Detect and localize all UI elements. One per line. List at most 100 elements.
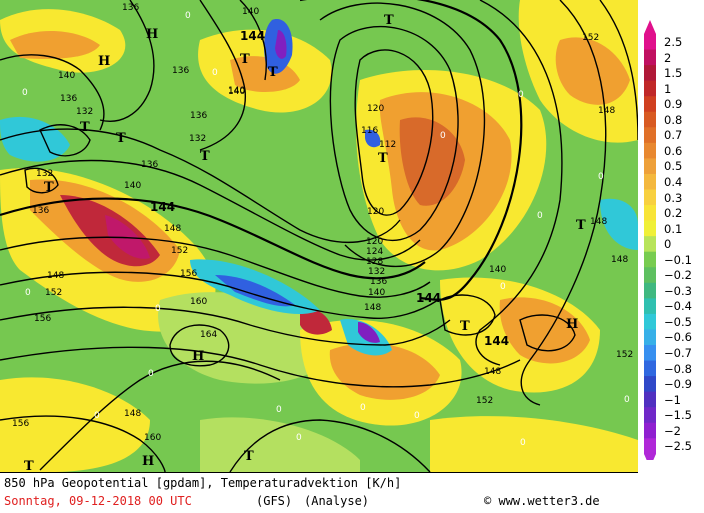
contour-line [599,0,638,141]
legend-label: 2 [664,50,672,65]
contour-label: 136 [32,206,49,216]
contour-label: 140 [228,86,245,96]
contour-line [475,0,563,366]
cold-advection-area [0,116,70,162]
legend-swatch [644,251,656,268]
cold-advection-area [358,322,380,343]
contour-label: 152 [582,33,599,43]
contour-line [0,271,439,320]
low-pressure-label: T [24,459,34,472]
low-pressure-label: T [460,319,470,334]
contour-line [239,0,267,81]
geopotential-contours [0,0,638,472]
contour-label: 152 [45,288,62,298]
legend-swatch [644,376,656,393]
copyright-text: www.wetter3.de [498,494,600,508]
zero-label: 0 [155,304,161,314]
contour-label: 160 [190,297,207,307]
low-pressure-label: T [384,13,394,28]
contour-label: 120 [367,207,384,217]
warm-advection-area [430,416,638,472]
legend-arrow-down [644,453,656,460]
legend-label: 0.8 [664,112,683,127]
legend-swatch [644,407,656,424]
warm-advection-area [105,215,150,259]
legend-swatch [644,282,656,299]
legend-label: 1 [664,81,672,96]
legend-label: 0.9 [664,97,683,112]
analysis-label: (Analyse) [304,494,370,508]
low-pressure-label: T [80,120,90,135]
low-pressure-label: T [116,131,126,146]
contour-label: 120 [366,237,383,247]
legend-label: −0.2 [664,268,692,283]
zero-label: 0 [296,433,302,443]
legend-label: 0.2 [664,206,683,221]
legend-swatch [644,205,656,222]
legend-label: 1.5 [664,66,683,81]
legend-swatch [644,298,656,315]
contour-label: 148 [611,255,628,265]
zero-label: 0 [520,438,526,448]
legend-swatch [644,189,656,206]
legend-swatch [644,345,656,362]
legend-label: 0.5 [664,159,683,174]
contour-label: 136 [190,111,207,121]
warm-advection-area [399,117,465,206]
contour-line [24,167,59,194]
legend-label: 2.5 [664,35,683,49]
contour-label: 136 [60,94,77,104]
contour-label: 136 [172,66,189,76]
zero-label: 0 [360,403,366,413]
contour-line [329,25,459,241]
contour-label: 132 [36,169,53,179]
contour-line [229,419,431,472]
contour-label: 156 [12,419,29,429]
forecast-date: Sonntag, 09-12-2018 00 UTC [4,494,192,508]
contour-label: 136 [141,160,158,170]
legend-label: −0.9 [664,377,692,392]
legend-swatch [644,360,656,377]
model-name: (GFS) [256,494,293,508]
zero-label: 0 [624,395,630,405]
low-pressure-label: T [244,449,254,464]
contour-label: 136 [370,277,387,287]
low-pressure-label: T [200,149,210,164]
contour-line [319,2,486,268]
contour-label: 148 [164,224,181,234]
advection-field [0,0,638,472]
contour-line [520,0,607,406]
legend-label: −1 [664,392,681,407]
legend-swatch [644,391,656,408]
zero-label: 0 [440,131,446,141]
legend-arrow-up [644,20,656,34]
contour-line [354,49,434,216]
zero-label: 0 [148,369,154,379]
color-legend: 2.5 2 1.5 1 0.9 0.8 0.7 0.6 0.5 0.4 0.3 0.2 0.1 0 −0.1… [638,0,704,513]
zero-label: 0 [500,282,506,292]
contour-label: 148 [364,303,381,313]
contour-line [519,314,576,352]
zero-label: 0 [185,11,191,21]
map-footer: 850 hPa Geopotential [gpdam], Temperatur… [0,472,638,513]
contour-label: 120 [367,104,384,114]
legend-swatch [644,236,656,253]
high-pressure-label: H [192,349,204,364]
cold-advection-area [275,30,287,59]
contour-line [0,54,105,131]
legend-swatch [644,173,656,190]
zero-label: 0 [25,288,31,298]
legend-swatch [644,438,656,455]
contour-line [199,0,246,151]
contour-label: 144 [416,291,441,305]
contour-label: 128 [366,257,383,267]
legend-swatch [644,127,656,144]
contour-label: 140 [124,181,141,191]
legend-swatch [644,313,656,330]
low-pressure-label: T [378,151,388,166]
zero-label: 0 [276,405,282,415]
contour-line [0,415,166,472]
contour-label: 132 [76,107,93,117]
contour-label: 124 [366,247,383,257]
